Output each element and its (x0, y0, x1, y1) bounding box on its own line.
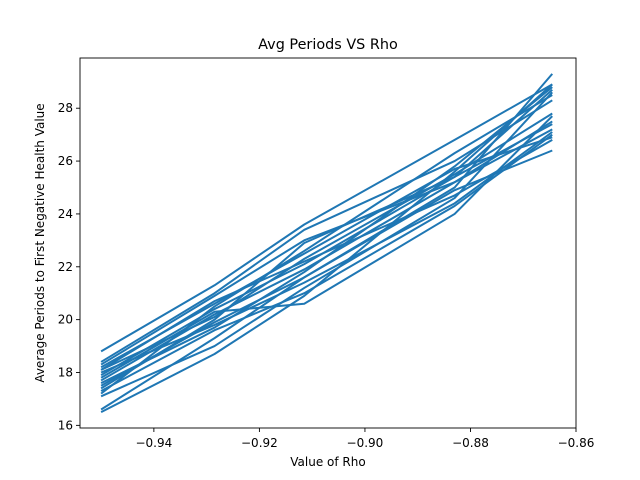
series-line-14 (100, 86, 553, 384)
x-tick-label: −0.94 (135, 436, 172, 450)
series-layer (100, 73, 554, 414)
y-tick-label: 16 (58, 418, 73, 432)
series-line-15 (100, 94, 553, 395)
series-line-18 (100, 139, 553, 371)
series-line-9 (100, 131, 553, 374)
series-line-12 (100, 120, 553, 366)
plot-frame (79, 57, 577, 429)
series-line-16 (100, 83, 553, 353)
series-line-1 (100, 83, 553, 414)
y-tick-label: 18 (58, 366, 73, 380)
x-tick-label: −0.86 (558, 436, 595, 450)
x-tick-label: −0.90 (347, 436, 384, 450)
y-tick-label: 28 (58, 101, 73, 115)
y-axis-label: Average Periods to First Negative Health… (33, 103, 47, 382)
chart-title: Avg Periods VS Rho (258, 37, 398, 53)
y-tick-label: 26 (58, 154, 73, 168)
x-axis: −0.94 −0.92 −0.90 −0.88 −0.86 (135, 428, 594, 450)
x-tick-label: −0.88 (452, 436, 489, 450)
series-line-17 (100, 88, 553, 390)
y-tick-label: 20 (58, 313, 73, 327)
x-axis-label: Value of Rho (290, 455, 365, 469)
x-tick-label: −0.92 (241, 436, 278, 450)
y-tick-label: 24 (58, 207, 73, 221)
y-tick-label: 22 (58, 260, 73, 274)
y-axis: 16 18 20 22 24 26 28 (58, 101, 80, 432)
